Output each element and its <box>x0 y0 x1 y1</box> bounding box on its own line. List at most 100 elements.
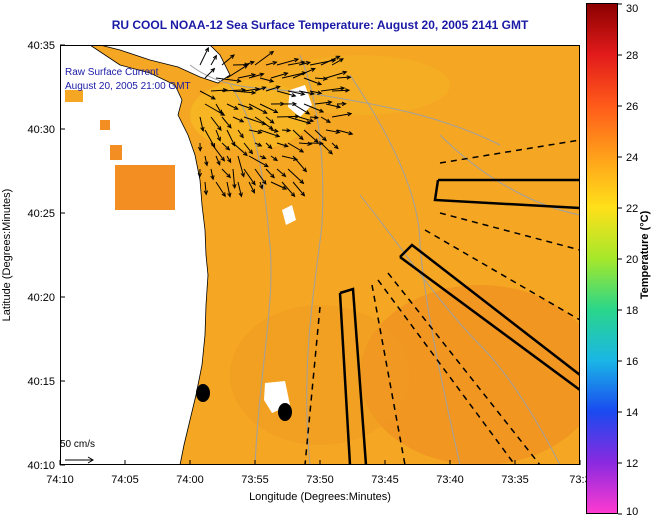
current-vector <box>248 155 269 168</box>
colorbar-tick-label: 10 <box>626 506 638 518</box>
x-tick-label: 74:10 <box>46 474 74 486</box>
current-vector <box>221 87 247 93</box>
current-vector <box>254 50 275 66</box>
current-vector <box>237 73 257 79</box>
current-vector <box>336 75 352 80</box>
bay-sst-patch <box>100 120 110 130</box>
current-vector <box>197 168 203 178</box>
colorbar-gradient <box>586 3 618 514</box>
current-vector <box>232 90 257 95</box>
x-tick-label: 73:35 <box>501 474 529 486</box>
current-vector <box>226 181 232 198</box>
current-vector <box>232 142 248 157</box>
bathymetry-contours <box>189 54 580 465</box>
current-vector <box>254 116 274 130</box>
radar-site-marker <box>196 384 210 402</box>
current-vector <box>210 116 222 131</box>
missing-data-patch <box>282 205 296 225</box>
current-vector <box>270 128 279 133</box>
current-vector <box>331 142 339 150</box>
current-vector <box>204 155 209 167</box>
current-vector <box>325 129 341 134</box>
current-vector <box>309 90 323 95</box>
current-vector <box>221 54 235 66</box>
current-vector <box>259 181 264 190</box>
current-vector <box>210 54 217 66</box>
land-mass <box>60 45 209 465</box>
current-vector <box>276 142 289 148</box>
current-vector <box>237 155 245 178</box>
colorbar-tick-label: 26 <box>626 101 638 113</box>
scale-arrow <box>65 456 94 464</box>
x-tick-label: 73:45 <box>371 474 399 486</box>
bay-sst-patch <box>110 145 122 160</box>
current-vector <box>265 60 278 66</box>
current-vector <box>226 103 239 110</box>
current-vector <box>232 116 245 123</box>
current-vector <box>331 112 353 118</box>
sst-map: Raw Surface Current August 20, 2005 21:0… <box>60 45 580 465</box>
current-vector <box>314 100 333 105</box>
current-vector <box>265 142 273 150</box>
current-vector <box>292 155 308 173</box>
current-vector <box>203 181 209 196</box>
missing-data-patch <box>125 103 148 125</box>
current-vector <box>331 88 351 93</box>
current-vector <box>314 76 328 81</box>
current-vector <box>331 58 344 66</box>
current-vector <box>210 142 226 162</box>
current-vector <box>320 142 333 155</box>
current-vector <box>243 142 254 155</box>
current-vector <box>287 116 312 125</box>
current-vector <box>325 103 342 109</box>
current-vector <box>221 142 231 151</box>
current-vector <box>320 86 346 92</box>
current-vector <box>232 168 237 190</box>
current-vector <box>292 129 304 141</box>
current-vector <box>320 55 341 66</box>
current-vector <box>303 77 323 86</box>
y-axis-label: Latitude (Degrees:Minutes) <box>1 189 13 322</box>
current-vector <box>197 142 203 152</box>
current-vector <box>237 129 244 139</box>
current-vector <box>314 129 327 142</box>
current-vector <box>248 103 268 114</box>
current-vector <box>254 168 267 185</box>
current-vector <box>221 116 232 129</box>
current-vector <box>270 155 279 162</box>
colorbar-tick-label: 14 <box>626 407 638 419</box>
x-axis-label: Longitude (Degrees:Minutes) <box>249 491 391 503</box>
current-vector <box>303 129 319 143</box>
current-vector <box>270 72 289 79</box>
colorbar-tick-label: 20 <box>626 254 638 266</box>
current-vector <box>254 142 263 147</box>
current-vector <box>276 57 300 66</box>
cool-patch <box>270 55 450 115</box>
radar-site-marker <box>278 403 292 421</box>
current-vector <box>292 67 316 79</box>
current-vector <box>287 90 306 96</box>
map-title: RU COOL NOAA-12 Sea Surface Temperature:… <box>111 18 529 32</box>
x-tick-label: 73:40 <box>436 474 464 486</box>
x-tick-label: 73:50 <box>306 474 334 486</box>
x-tick-label: 74:00 <box>176 474 204 486</box>
current-vector <box>243 168 256 186</box>
y-tick-label: 40:10 <box>27 460 55 472</box>
current-vector <box>276 90 297 98</box>
current-vector <box>199 116 205 132</box>
colorbar-tick-label: 16 <box>626 356 638 368</box>
temperature-colorbar: 30 28 26 24 22 20 18 16 14 12 10 <box>586 3 638 518</box>
y-tick-label: 40:20 <box>27 292 55 304</box>
transect-boxes <box>338 178 580 465</box>
current-vector <box>287 168 305 185</box>
colorbar-tick-label: 24 <box>626 152 638 164</box>
colorbar-tick-label: 22 <box>626 203 638 215</box>
current-vector <box>309 115 320 120</box>
current-vector <box>276 168 287 178</box>
current-vector <box>248 181 255 194</box>
current-vector <box>237 103 254 110</box>
bay-sst-patch <box>65 90 83 102</box>
current-vector <box>226 155 232 164</box>
x-tick-label: 73:55 <box>241 474 269 486</box>
current-vector <box>215 129 221 142</box>
